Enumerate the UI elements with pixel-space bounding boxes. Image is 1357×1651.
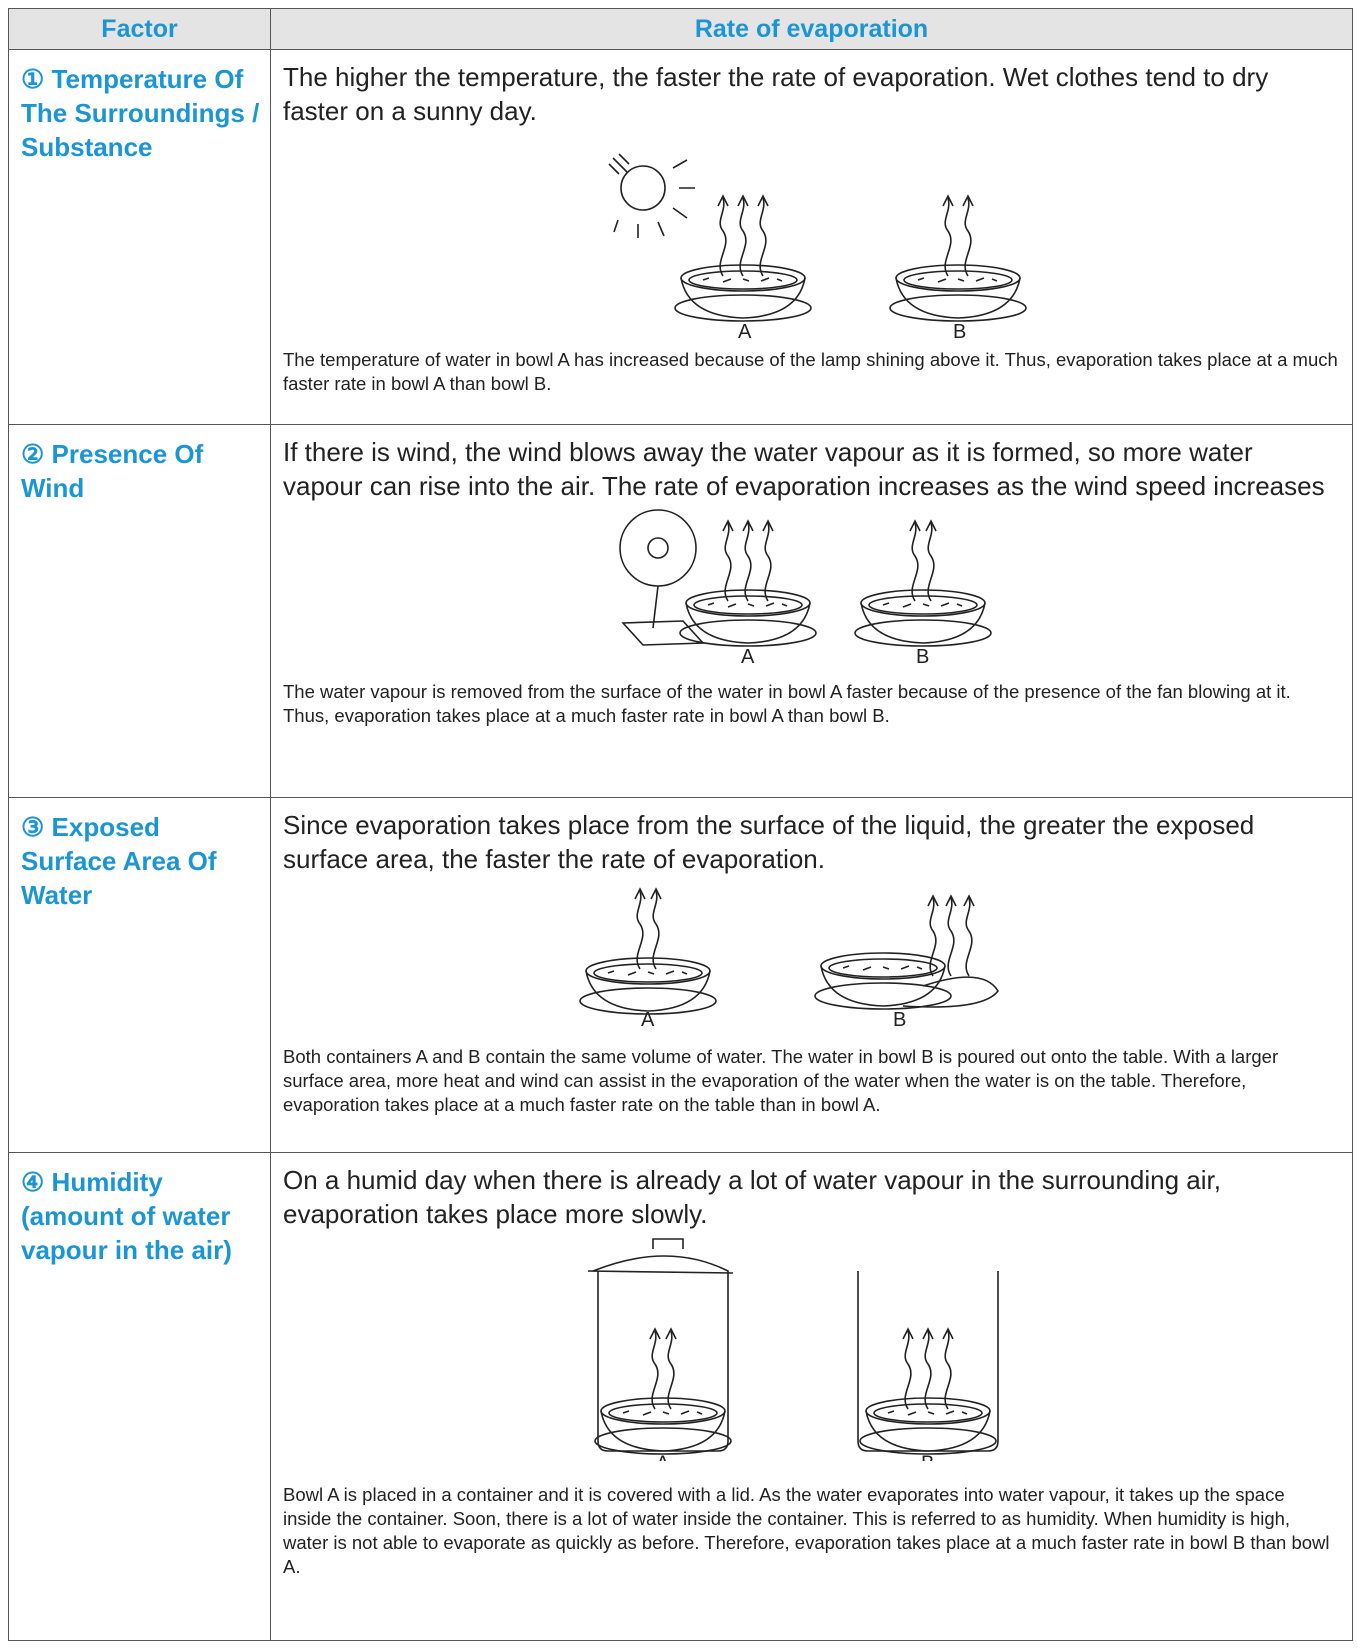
header-rate: Rate of evaporation xyxy=(270,8,1353,50)
figure-label: A xyxy=(641,1009,655,1031)
figure-label: A xyxy=(656,1453,670,1461)
caption: The water vapour is removed from the sur… xyxy=(283,681,1291,726)
factor-number: ④ xyxy=(21,1167,45,1197)
factor-cell: ④ Humidity (amount of water vapour in th… xyxy=(8,1152,271,1641)
factor-number: ① xyxy=(21,64,45,94)
caption: Both containers A and B contain the same… xyxy=(283,1046,1279,1115)
rate-cell: On a humid day when there is already a l… xyxy=(270,1152,1353,1641)
evaporation-table: Factor Rate of evaporation ① Temperature… xyxy=(8,8,1353,1641)
row: ③ Exposed Surface Area Of Water Since ev… xyxy=(8,797,1353,1153)
factor-cell: ① Temperature Of The Surroundings / Subs… xyxy=(8,49,271,425)
factor-label: Exposed Surface Area Of Water xyxy=(21,812,217,910)
rate-cell: The higher the temperature, the faster t… xyxy=(270,49,1353,425)
caption: The temperature of water in bowl A has i… xyxy=(283,349,1338,394)
illustration: A B xyxy=(619,509,992,668)
factor-number: ② xyxy=(21,439,45,469)
factor-cell: ③ Exposed Surface Area Of Water xyxy=(8,797,271,1153)
row: ④ Humidity (amount of water vapour in th… xyxy=(8,1152,1353,1641)
description: Since evaporation takes place from the s… xyxy=(283,810,1255,874)
description: If there is wind, the wind blows away th… xyxy=(283,437,1325,501)
figure-label: B xyxy=(893,1009,906,1031)
illustration: A B xyxy=(587,1238,999,1461)
figure-label: B xyxy=(953,321,966,343)
header-row: Factor Rate of evaporation xyxy=(8,8,1353,50)
header-factor: Factor xyxy=(8,8,271,50)
figure-label: B xyxy=(916,646,929,668)
factor-number: ③ xyxy=(21,812,45,842)
illustration: A B xyxy=(579,888,999,1031)
figure-label: B xyxy=(921,1453,934,1461)
caption: Bowl A is placed in a container and it i… xyxy=(283,1484,1330,1577)
row: ① Temperature Of The Surroundings / Subs… xyxy=(8,49,1353,425)
factor-label: Temperature Of The Surroundings / Substa… xyxy=(21,64,260,162)
figure-label: A xyxy=(738,321,752,343)
factor-label: Humidity (amount of water vapour in the … xyxy=(21,1167,232,1265)
illustration: A B xyxy=(608,153,1027,343)
figure-label: A xyxy=(741,646,755,668)
rate-cell: If there is wind, the wind blows away th… xyxy=(270,424,1353,798)
factor-cell: ② Presence Of Wind xyxy=(8,424,271,798)
description: The higher the temperature, the faster t… xyxy=(283,62,1269,126)
factor-label: Presence Of Wind xyxy=(21,439,204,503)
rate-cell: Since evaporation takes place from the s… xyxy=(270,797,1353,1153)
description: On a humid day when there is already a l… xyxy=(283,1165,1221,1229)
row: ② Presence Of Wind If there is wind, the… xyxy=(8,424,1353,798)
